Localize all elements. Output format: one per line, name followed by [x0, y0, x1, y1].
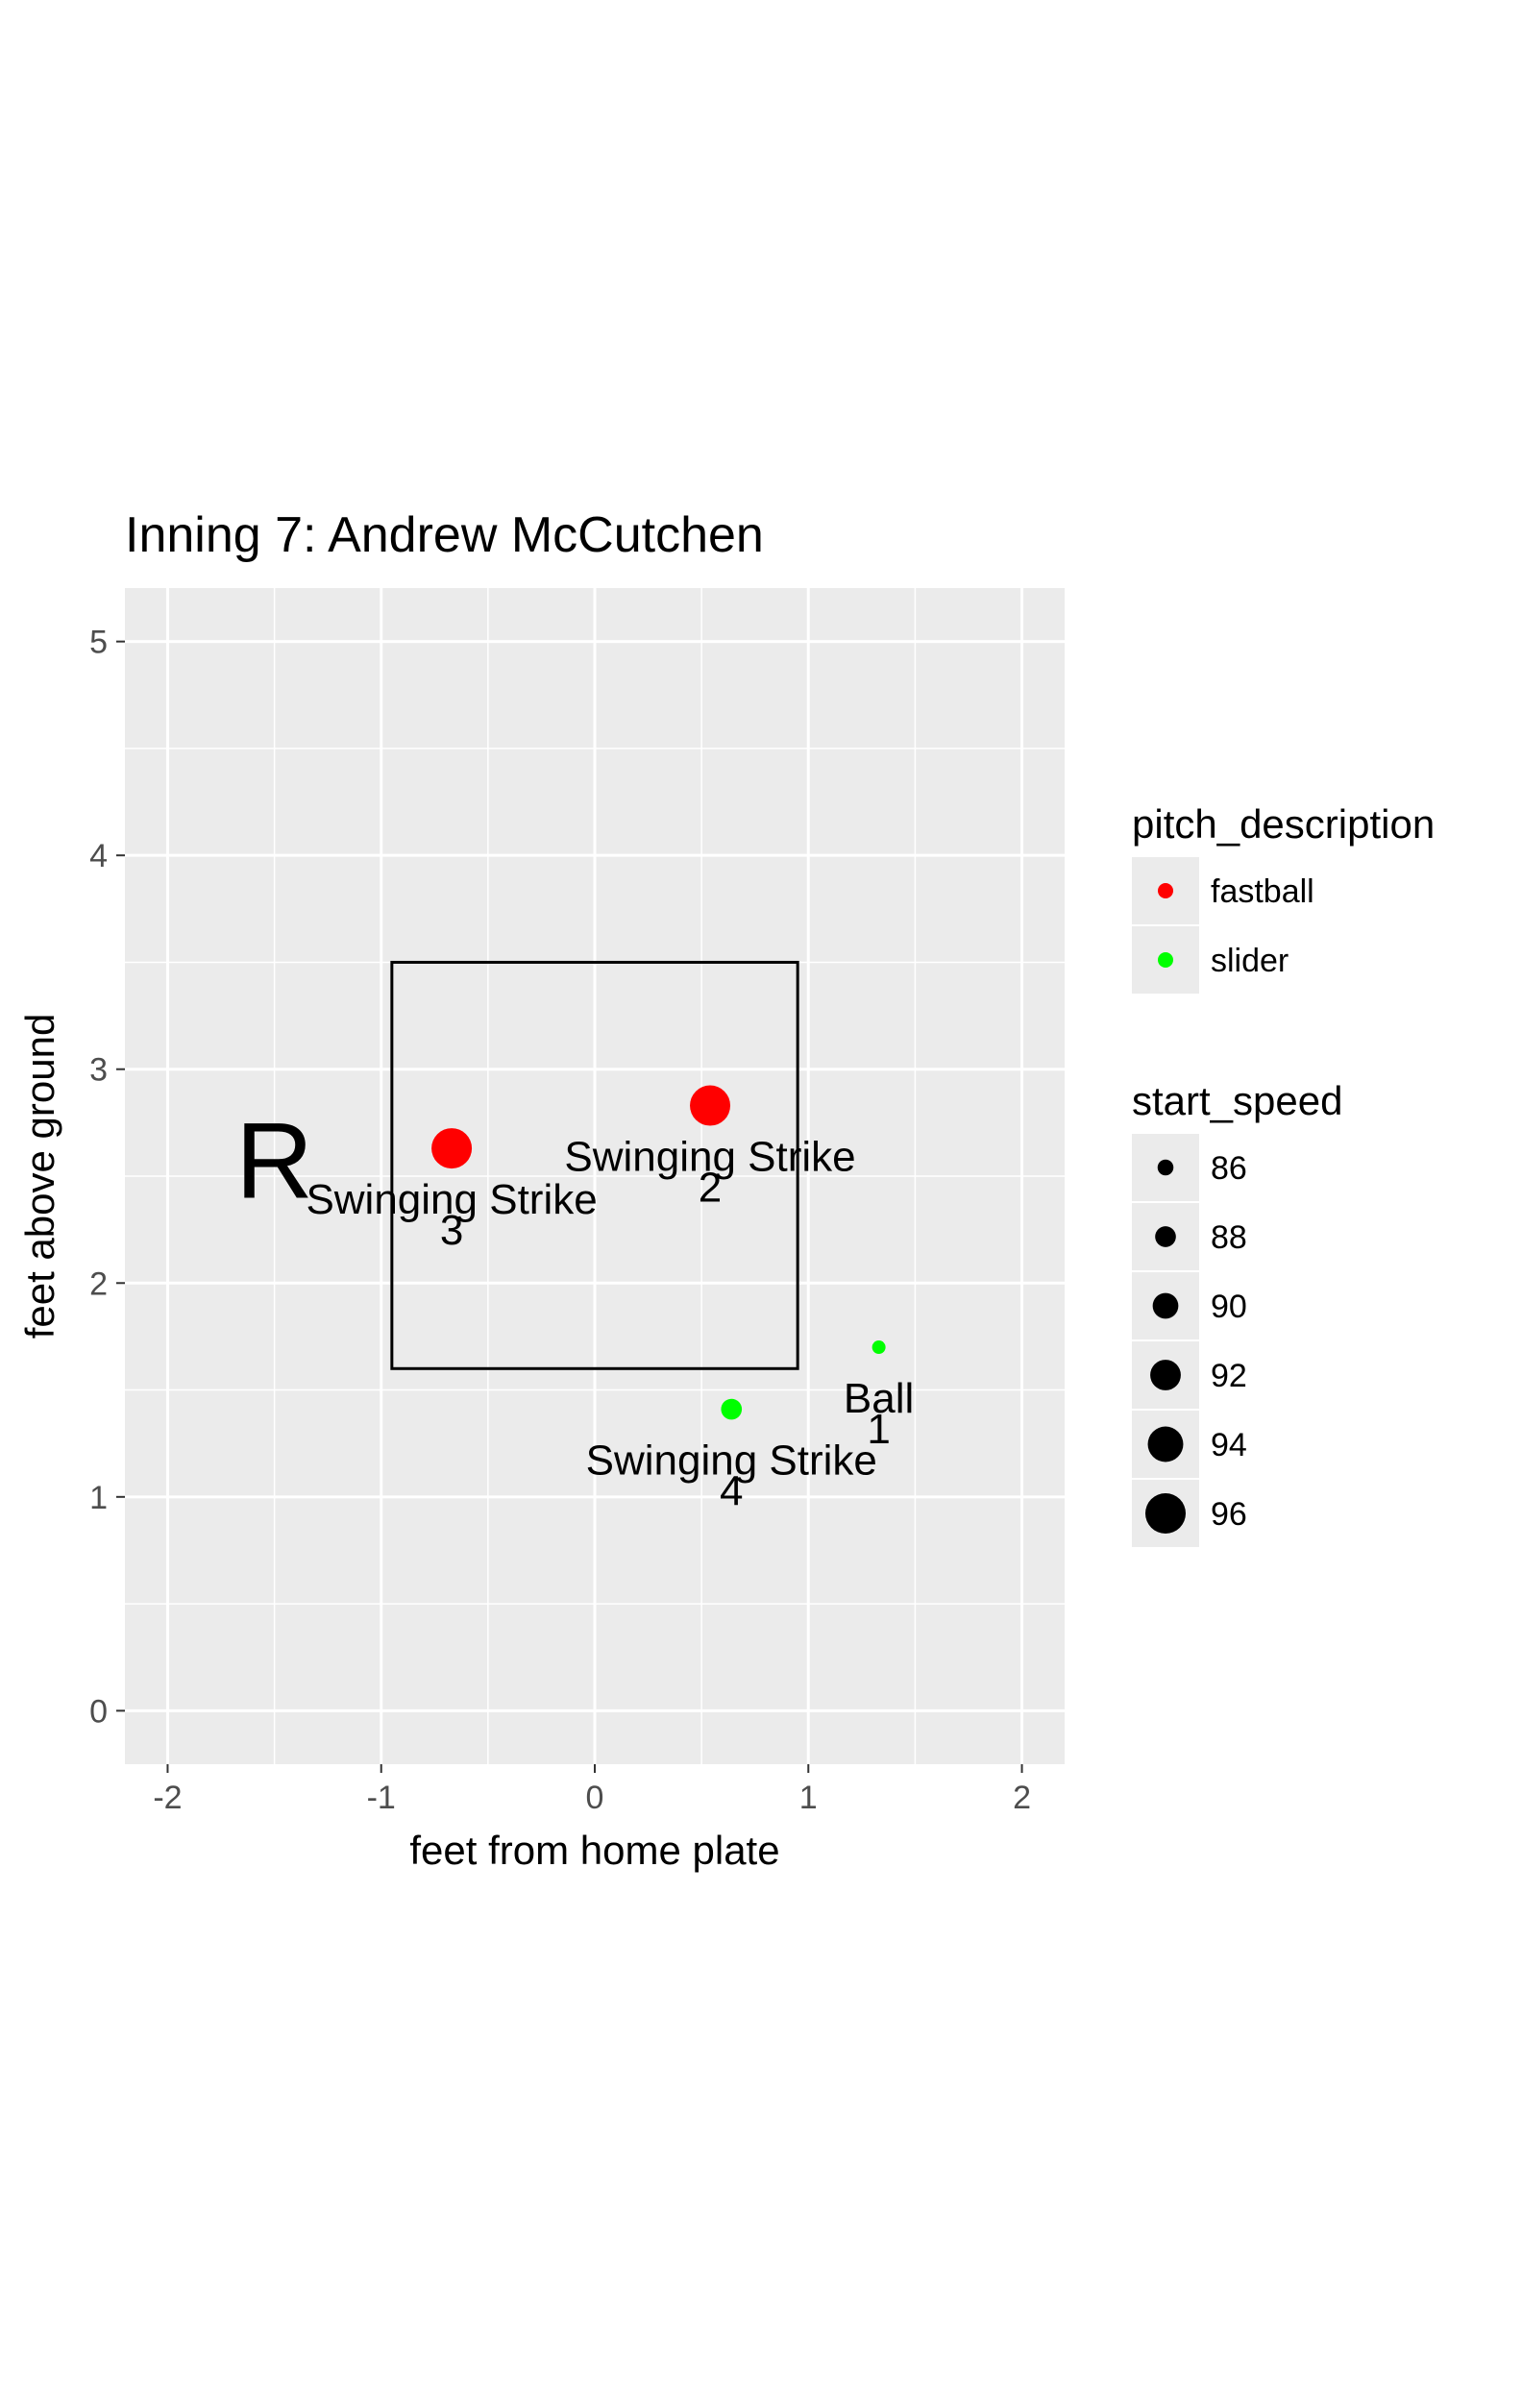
- legend-color-title: pitch_description: [1132, 801, 1435, 847]
- pitch-point: [690, 1085, 731, 1126]
- legend-size-label: 88: [1211, 1219, 1247, 1256]
- legend-size-label: 86: [1211, 1150, 1247, 1187]
- legend-color-label: slider: [1211, 943, 1289, 979]
- x-tick-label: 1: [799, 1780, 818, 1816]
- chart-title: Inning 7: Andrew McCutchen: [125, 507, 764, 563]
- pitch-point: [721, 1398, 743, 1420]
- pitch-number-label: 1: [867, 1406, 890, 1453]
- y-tick-label: 3: [89, 1052, 108, 1089]
- legend-size-label: 92: [1211, 1358, 1247, 1394]
- pitch-number-label: 4: [720, 1468, 743, 1515]
- legend-size-swatch: [1147, 1426, 1184, 1462]
- pitch-description-label: Swinging Strike: [564, 1134, 855, 1181]
- legend-size-title: start_speed: [1132, 1078, 1342, 1123]
- strike-zone-box: [390, 960, 799, 1370]
- pitch-number-label: 3: [440, 1207, 463, 1254]
- x-tick-label: -1: [367, 1780, 396, 1816]
- y-axis-label: feet above ground: [17, 1014, 62, 1339]
- x-tick-label: -2: [153, 1780, 182, 1816]
- legend-size-label: 96: [1211, 1496, 1247, 1533]
- x-tick-label: 2: [1013, 1780, 1031, 1816]
- legend-size-swatch: [1157, 1159, 1174, 1176]
- pitch-point: [871, 1340, 886, 1355]
- y-tick-label: 5: [89, 625, 108, 661]
- pitch-description-label: Swinging Strike: [586, 1437, 877, 1485]
- pitch-points: [431, 1085, 886, 1420]
- legend-color-swatch: [1158, 952, 1173, 968]
- y-tick-label: 2: [89, 1265, 108, 1302]
- y-tick-label: 4: [89, 838, 108, 874]
- legend: pitch_description start_speed fastball sl…: [1132, 801, 1435, 1547]
- batter-side-label: R: [235, 1100, 313, 1220]
- axes: -2 -1 0 1 2 0 1 2 3 4 5: [89, 625, 1031, 1816]
- legend-size-swatch: [1150, 1360, 1181, 1390]
- y-tick-label: 0: [89, 1693, 108, 1730]
- legend-size-swatch: [1145, 1493, 1186, 1534]
- y-tick-label: 1: [89, 1480, 108, 1516]
- legend-color-swatch: [1158, 883, 1173, 898]
- pitch-description-label: Swinging Strike: [306, 1176, 597, 1223]
- legend-size-label: 94: [1211, 1427, 1247, 1463]
- legend-size-swatch: [1155, 1226, 1176, 1247]
- x-axis-label: feet from home plate: [409, 1828, 779, 1873]
- legend-size-swatch: [1152, 1292, 1179, 1319]
- x-tick-label: 0: [586, 1780, 604, 1816]
- legend-size-label: 90: [1211, 1289, 1247, 1325]
- pitch-point: [431, 1128, 473, 1169]
- pitch-number-label: 2: [699, 1165, 722, 1212]
- legend-color-label: fastball: [1211, 873, 1314, 910]
- pitch-description-label: Ball: [844, 1375, 914, 1422]
